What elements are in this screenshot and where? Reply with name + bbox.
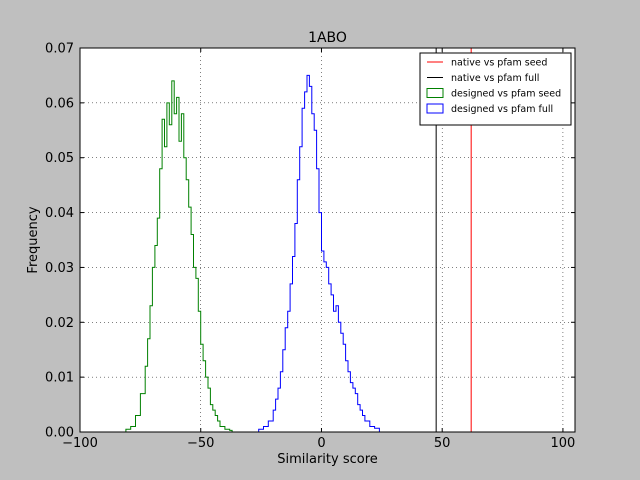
x-tick-label: 0 xyxy=(317,436,325,451)
y-tick-label: 0.06 xyxy=(45,96,74,111)
y-tick-label: 0.03 xyxy=(45,261,74,276)
y-tick-label: 0.00 xyxy=(45,426,74,441)
series-layer xyxy=(125,74,382,433)
x-tick-label: 50 xyxy=(434,436,451,451)
histogram-series-1 xyxy=(125,80,235,433)
histogram-series-2 xyxy=(258,74,382,433)
legend-box xyxy=(419,52,572,126)
y-tick-label: 0.07 xyxy=(45,42,74,57)
axis-ticks: −100 −50 0 50 100 0.00 0.01 0.02 0.03 0.04 0.05 0.0… xyxy=(45,42,575,452)
y-tick-label: 0.01 xyxy=(45,371,74,386)
y-axis-label: Frequency xyxy=(26,206,41,273)
y-tick-label: 0.05 xyxy=(45,151,74,166)
legend-entry-label: designed vs pfam seed xyxy=(451,89,561,100)
legend-entry-label: native vs pfam full xyxy=(451,73,539,84)
legend-swatch xyxy=(426,103,444,114)
legend-swatch xyxy=(426,88,444,98)
y-tick-label: 0.04 xyxy=(45,206,74,221)
y-tick-label: 0.02 xyxy=(45,316,74,331)
x-axis-label: Similarity score xyxy=(277,452,378,467)
chart-title: 1ABO xyxy=(308,30,347,46)
x-tick-label: 100 xyxy=(551,436,576,451)
legend-entry-label: designed vs pfam full xyxy=(451,104,553,115)
x-tick-label: −50 xyxy=(187,436,214,451)
legend-entry-label: native vs pfam seed xyxy=(451,58,547,69)
plot-frame xyxy=(79,47,576,433)
legend: native vs pfam seed native vs pfam full de… xyxy=(419,52,572,126)
x-tick-label: −100 xyxy=(62,436,98,451)
